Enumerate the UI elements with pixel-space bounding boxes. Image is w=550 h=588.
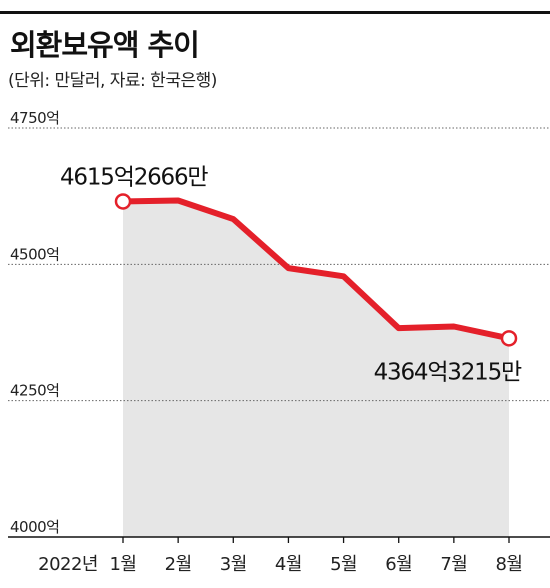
data-point-marker <box>500 330 518 347</box>
data-point-marker <box>114 193 132 210</box>
x-tick-label: 3월 <box>220 554 247 575</box>
y-tick-label: 4000억 <box>10 518 59 536</box>
x-year-label: 2022년 <box>38 554 98 575</box>
x-tick-label: 7월 <box>440 554 467 575</box>
data-label: 4615억2666만 <box>60 164 208 190</box>
x-tick-label: 4월 <box>275 554 302 575</box>
x-tick-label: 2월 <box>165 554 192 575</box>
x-tick-label: 5월 <box>330 554 357 575</box>
data-line <box>120 197 512 342</box>
y-tick-label: 4250억 <box>10 382 59 400</box>
data-label: 4364억3215만 <box>374 359 522 385</box>
area-fill <box>123 200 509 537</box>
y-tick-label: 4750억 <box>10 109 59 127</box>
x-tick-label: 1월 <box>109 554 136 575</box>
chart-subtitle: (단위: 만달러, 자료: 한국은행) <box>8 71 217 91</box>
chart-title: 외환보유액 추이 <box>10 28 200 62</box>
y-tick-label: 4500억 <box>10 245 59 263</box>
top-rule <box>0 11 550 14</box>
x-tick-label: 6월 <box>385 554 412 575</box>
x-tick-label: 8월 <box>495 554 522 575</box>
